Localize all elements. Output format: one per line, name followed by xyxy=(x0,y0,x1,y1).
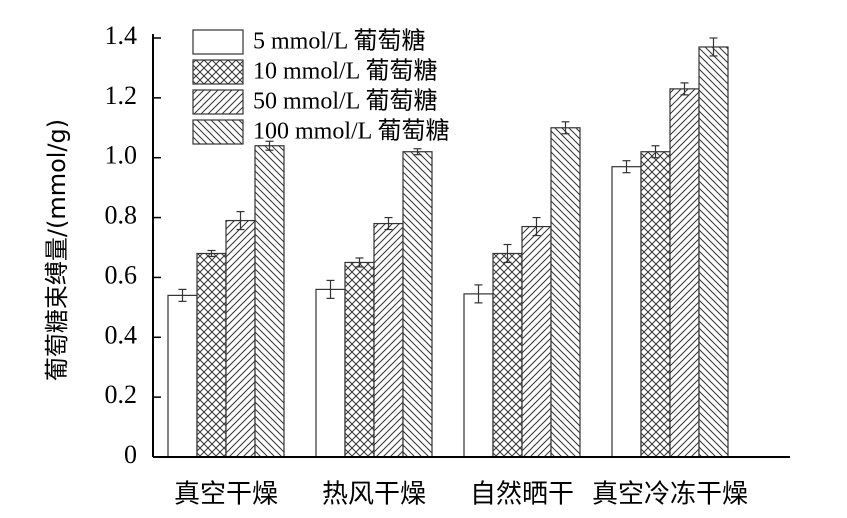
y-axis-ticks: 0 0.2 0.4 0.6 0.8 1.0 1.2 1.4 xyxy=(105,21,161,469)
y-tick-label: 1.0 xyxy=(105,141,138,170)
y-tick-label: 0.2 xyxy=(105,380,138,409)
y-tick-label: 0.8 xyxy=(105,201,138,230)
bar-4-series-4 xyxy=(698,46,729,458)
x-tick-label: 真空冷冻干燥 xyxy=(592,480,748,510)
legend-label: 50 mmol/L 葡萄糖 xyxy=(253,88,437,115)
legend-label: 100 mmol/L 葡萄糖 xyxy=(253,118,449,145)
bar-4-series-3 xyxy=(669,88,700,458)
x-tick-label: 自然晒干 xyxy=(470,480,574,510)
bar-2-series-2 xyxy=(344,261,375,458)
y-tick-label: 1.2 xyxy=(105,81,138,110)
axes xyxy=(152,34,790,458)
y-tick-label: 0.4 xyxy=(105,320,138,349)
bars xyxy=(167,37,729,458)
y-tick-label: 0.6 xyxy=(105,260,138,289)
bar-1-series-4 xyxy=(254,145,285,458)
legend-swatch xyxy=(192,119,244,145)
bar-1-series-3 xyxy=(225,219,256,458)
bar-4-series-1 xyxy=(611,166,642,458)
bar-3-series-2 xyxy=(492,252,523,458)
bar-2-series-1 xyxy=(315,288,346,458)
y-tick-label: 0 xyxy=(124,440,137,469)
x-axis-tick-labels: 真空干燥 热风干燥 自然晒干 真空冷冻干燥 xyxy=(174,480,748,510)
legend-label: 5 mmol/L 葡萄糖 xyxy=(253,28,425,55)
legend-label: 10 mmol/L 葡萄糖 xyxy=(253,58,437,85)
x-tick-label: 真空干燥 xyxy=(174,480,278,510)
legend-swatch xyxy=(192,89,244,115)
bar-1-series-1 xyxy=(167,294,198,458)
bar-3-series-4 xyxy=(550,127,581,458)
y-axis-label: 葡萄糖束缚量/(mmol/g) xyxy=(43,119,71,381)
y-tick-label: 1.4 xyxy=(105,21,138,50)
x-tick-label: 热风干燥 xyxy=(322,480,426,510)
legend: 5 mmol/L 葡萄糖 10 mmol/L 葡萄糖 50 mmol/L 葡萄糖 10… xyxy=(192,28,449,145)
bar-2-series-3 xyxy=(373,222,404,458)
legend-swatch xyxy=(192,29,244,55)
bar-2-series-4 xyxy=(402,151,433,458)
legend-swatch xyxy=(192,59,244,85)
bar-3-series-3 xyxy=(521,225,552,458)
bar-1-series-2 xyxy=(196,252,227,458)
bar-3-series-1 xyxy=(463,293,494,458)
bar-4-series-2 xyxy=(640,151,671,458)
